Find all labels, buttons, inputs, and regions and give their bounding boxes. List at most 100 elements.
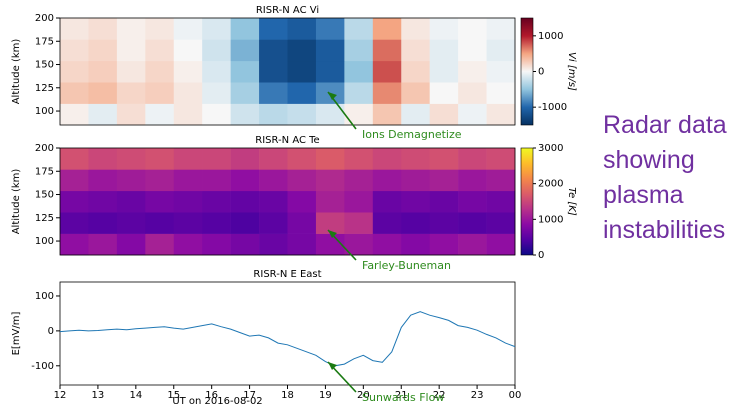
plot-frame bbox=[59, 281, 516, 386]
heat-cell bbox=[458, 148, 487, 170]
heat-cell bbox=[486, 190, 516, 213]
heat-cell bbox=[88, 212, 118, 234]
heat-cell bbox=[429, 39, 459, 62]
heat-cell bbox=[116, 103, 146, 126]
heat-cell bbox=[401, 39, 430, 62]
annotation: Ions Demagnetize bbox=[362, 128, 462, 141]
heat-cell bbox=[287, 169, 317, 192]
x-tick-label: 21 bbox=[395, 390, 408, 401]
heat-cell bbox=[60, 190, 89, 213]
y-tick-label: -100 bbox=[31, 361, 54, 372]
heat-cell bbox=[145, 82, 175, 104]
side-text: showing bbox=[603, 146, 695, 174]
heat-cell bbox=[486, 18, 516, 40]
heat-cell bbox=[344, 18, 374, 40]
heat-cell bbox=[401, 190, 430, 213]
side-text: instabilities bbox=[603, 216, 725, 244]
heat-cell bbox=[372, 103, 402, 126]
heat-cell bbox=[401, 233, 430, 256]
heat-cell bbox=[60, 82, 89, 104]
heat-cell bbox=[202, 148, 231, 170]
heat-cell bbox=[116, 169, 146, 192]
heat-cell bbox=[88, 82, 118, 104]
heat-cell bbox=[230, 82, 260, 104]
chart-title: RISR-N AC Te bbox=[255, 135, 319, 146]
x-tick-label: 00 bbox=[509, 390, 522, 401]
heat-cell bbox=[287, 60, 317, 83]
y-tick-label: 0 bbox=[48, 326, 54, 337]
heat-cell bbox=[458, 82, 487, 104]
heat-cell bbox=[60, 148, 89, 170]
heat-cell bbox=[259, 39, 288, 62]
heat-cell bbox=[116, 82, 146, 104]
x-tick-label: 12 bbox=[54, 390, 67, 401]
x-tick-label: 17 bbox=[243, 390, 256, 401]
annotation: Farley-Buneman bbox=[362, 259, 451, 272]
x-tick-label: 14 bbox=[129, 390, 142, 401]
heat-cell bbox=[88, 190, 118, 213]
heat-cell bbox=[315, 169, 345, 192]
heat-cell bbox=[145, 212, 175, 234]
heat-cell bbox=[344, 212, 374, 234]
heat-cell bbox=[401, 103, 430, 126]
heat-cell bbox=[287, 190, 317, 213]
x-tick-label: 18 bbox=[281, 390, 294, 401]
heat-cell bbox=[173, 103, 203, 126]
heat-cell bbox=[429, 60, 459, 83]
heat-cell bbox=[88, 60, 118, 83]
heat-cell bbox=[173, 212, 203, 234]
heat-cell bbox=[60, 18, 89, 40]
heat-cell bbox=[486, 39, 516, 62]
heat-cell bbox=[287, 18, 317, 40]
heat-cell bbox=[259, 60, 288, 83]
heat-cell bbox=[372, 148, 402, 170]
heat-cell bbox=[372, 212, 402, 234]
colorbar-label: Te [K] bbox=[566, 187, 577, 216]
heat-cell bbox=[344, 39, 374, 62]
y-axis-label: E[mV/m] bbox=[11, 312, 22, 356]
heat-cell bbox=[429, 169, 459, 192]
plot-frame bbox=[59, 147, 516, 256]
heat-cell bbox=[315, 212, 345, 234]
heat-cell bbox=[401, 82, 430, 104]
heat-cell bbox=[145, 60, 175, 83]
heat-cell bbox=[173, 39, 203, 62]
heat-cell bbox=[60, 233, 89, 256]
heat-cell bbox=[88, 169, 118, 192]
heat-cell bbox=[202, 103, 231, 126]
heat-cell bbox=[230, 169, 260, 192]
heat-cell bbox=[230, 233, 260, 256]
heat-cell bbox=[230, 103, 260, 126]
heat-cell bbox=[230, 18, 260, 40]
heat-cell bbox=[60, 60, 89, 83]
y-tick-label: 100 bbox=[35, 291, 54, 302]
heat-cell bbox=[315, 60, 345, 83]
colorbar-tick-label: 1000 bbox=[538, 31, 563, 42]
heat-cell bbox=[173, 190, 203, 213]
heat-cell bbox=[344, 190, 374, 213]
side-text: plasma bbox=[603, 181, 684, 209]
heat-cell bbox=[372, 60, 402, 83]
chart-title: RISR-N E East bbox=[253, 269, 321, 280]
heat-cell bbox=[344, 60, 374, 83]
y-axis-label: Altitude (km) bbox=[11, 169, 22, 235]
x-tick-label: 22 bbox=[433, 390, 446, 401]
heat-cell bbox=[116, 233, 146, 256]
heat-cell bbox=[145, 18, 175, 40]
heat-cell bbox=[429, 82, 459, 104]
heat-cell bbox=[315, 233, 345, 256]
heat-cell bbox=[315, 103, 345, 126]
heat-cell bbox=[401, 148, 430, 170]
heat-cell bbox=[60, 212, 89, 234]
heat-cell bbox=[230, 212, 260, 234]
heat-cell bbox=[486, 233, 516, 256]
heat-cell bbox=[287, 212, 317, 234]
heat-cell bbox=[202, 212, 231, 234]
heat-cell bbox=[458, 233, 487, 256]
heat-cell bbox=[287, 233, 317, 256]
heat-cell bbox=[458, 190, 487, 213]
heat-cell bbox=[315, 190, 345, 213]
x-tick-label: 15 bbox=[167, 390, 180, 401]
heat-cell bbox=[145, 190, 175, 213]
